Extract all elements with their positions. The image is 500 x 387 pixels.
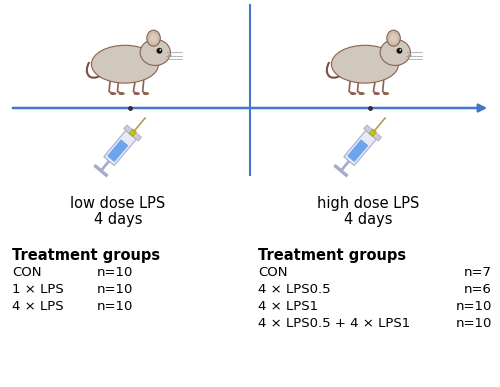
Polygon shape — [104, 130, 136, 166]
Ellipse shape — [374, 92, 380, 95]
Ellipse shape — [350, 92, 356, 95]
Text: CON: CON — [12, 266, 42, 279]
Text: n=10: n=10 — [456, 317, 492, 330]
Ellipse shape — [390, 34, 398, 43]
Text: 4 × LPS0.5: 4 × LPS0.5 — [258, 283, 330, 296]
Ellipse shape — [408, 55, 412, 57]
Ellipse shape — [380, 39, 410, 65]
Text: Treatment groups: Treatment groups — [12, 248, 160, 263]
Text: 4 × LPS1: 4 × LPS1 — [258, 300, 318, 313]
Polygon shape — [107, 139, 128, 162]
Ellipse shape — [150, 34, 158, 43]
Text: 1 × LPS: 1 × LPS — [12, 283, 64, 296]
Text: 4 days: 4 days — [94, 212, 142, 227]
Text: 4 × LPS0.5 + 4 × LPS1: 4 × LPS0.5 + 4 × LPS1 — [258, 317, 410, 330]
Ellipse shape — [383, 92, 389, 95]
Polygon shape — [369, 129, 376, 136]
Ellipse shape — [92, 45, 158, 83]
Circle shape — [160, 49, 161, 51]
Text: n=10: n=10 — [97, 283, 134, 296]
Text: 4 days: 4 days — [344, 212, 392, 227]
Ellipse shape — [332, 45, 398, 83]
Polygon shape — [364, 125, 382, 141]
Ellipse shape — [387, 30, 400, 46]
Polygon shape — [124, 125, 142, 141]
Text: CON: CON — [258, 266, 288, 279]
Ellipse shape — [140, 39, 170, 65]
Ellipse shape — [358, 92, 365, 95]
Polygon shape — [344, 130, 376, 166]
Text: low dose LPS: low dose LPS — [70, 196, 166, 211]
Text: n=10: n=10 — [97, 300, 134, 313]
Text: Treatment groups: Treatment groups — [258, 248, 406, 263]
Text: n=10: n=10 — [97, 266, 134, 279]
Polygon shape — [347, 139, 368, 162]
Circle shape — [156, 48, 162, 54]
Ellipse shape — [143, 92, 149, 95]
Ellipse shape — [168, 55, 172, 57]
Ellipse shape — [147, 30, 160, 46]
Text: n=7: n=7 — [464, 266, 492, 279]
Circle shape — [400, 49, 401, 51]
Ellipse shape — [118, 92, 125, 95]
Text: high dose LPS: high dose LPS — [317, 196, 419, 211]
Ellipse shape — [134, 92, 140, 95]
Ellipse shape — [110, 92, 116, 95]
Text: n=10: n=10 — [456, 300, 492, 313]
Text: n=6: n=6 — [464, 283, 492, 296]
Circle shape — [396, 48, 402, 54]
Polygon shape — [129, 129, 136, 136]
Text: 4 × LPS: 4 × LPS — [12, 300, 64, 313]
